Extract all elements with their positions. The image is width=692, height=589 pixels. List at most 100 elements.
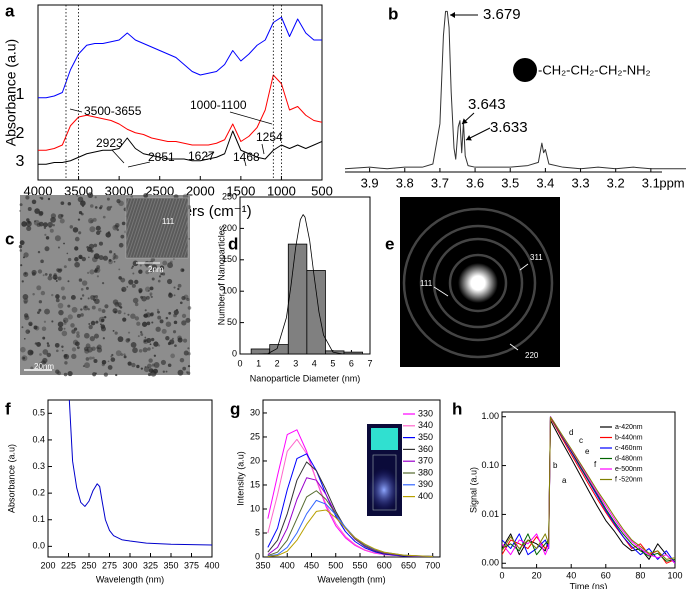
lattice-fringe bbox=[126, 198, 133, 218]
particle bbox=[94, 298, 100, 305]
particle bbox=[50, 213, 57, 219]
y-tick-label: 25 bbox=[250, 431, 260, 441]
particle bbox=[173, 294, 176, 297]
particle bbox=[38, 211, 43, 217]
particle bbox=[156, 308, 159, 311]
particle bbox=[140, 295, 144, 299]
annotation: 1254 bbox=[256, 130, 283, 144]
particle bbox=[118, 200, 124, 207]
series-line bbox=[267, 438, 433, 557]
particle bbox=[117, 302, 122, 307]
particle bbox=[70, 294, 76, 300]
particle bbox=[177, 337, 183, 343]
curve-number: 2 bbox=[16, 125, 25, 142]
particle bbox=[76, 346, 80, 350]
x-axis-label: Time (ns) bbox=[570, 581, 608, 589]
lattice-fringe bbox=[126, 198, 136, 227]
legend-label: d-480nm bbox=[615, 455, 643, 462]
particle bbox=[165, 316, 169, 320]
particle bbox=[93, 333, 99, 339]
x-tick-label: 20 bbox=[532, 570, 542, 580]
particle bbox=[132, 260, 139, 267]
particle bbox=[26, 225, 32, 232]
particle bbox=[185, 371, 189, 374]
particle bbox=[127, 313, 130, 316]
particle bbox=[115, 373, 118, 377]
particle bbox=[179, 357, 185, 363]
lattice-fringe bbox=[165, 198, 187, 258]
y-tick-label: 0.5 bbox=[32, 408, 45, 418]
particle bbox=[162, 370, 165, 373]
particle bbox=[84, 305, 87, 309]
particle bbox=[108, 258, 112, 262]
particle bbox=[130, 267, 133, 270]
particle bbox=[173, 320, 178, 325]
x-tick-label: 4 bbox=[312, 358, 317, 368]
particle bbox=[114, 331, 118, 335]
particle bbox=[71, 306, 78, 313]
particle bbox=[42, 349, 49, 355]
particle bbox=[90, 320, 96, 326]
particle bbox=[93, 243, 98, 248]
particle bbox=[116, 199, 121, 204]
y-tick-label: 0.00 bbox=[481, 558, 499, 568]
x-tick-label: 500 bbox=[311, 183, 333, 198]
particle bbox=[51, 320, 54, 323]
series-line bbox=[267, 509, 433, 557]
particle bbox=[132, 272, 135, 275]
particle bbox=[120, 234, 125, 239]
pointer bbox=[433, 286, 449, 297]
annotation-arrow bbox=[243, 157, 247, 167]
diffraction-ring bbox=[419, 224, 537, 342]
y-tick-label: 30 bbox=[250, 407, 260, 417]
pointer bbox=[509, 343, 519, 351]
x-tick-label: 0 bbox=[499, 570, 504, 580]
particle bbox=[98, 241, 104, 246]
particle bbox=[81, 280, 88, 286]
particle bbox=[102, 255, 109, 261]
x-tick-label: 200 bbox=[40, 560, 55, 570]
particle bbox=[187, 365, 191, 368]
particle bbox=[83, 346, 89, 352]
y-tick-label: 0.10 bbox=[481, 460, 499, 470]
x-tick-label: 600 bbox=[377, 560, 392, 570]
particle bbox=[150, 257, 156, 262]
series-line bbox=[502, 416, 675, 564]
particle bbox=[144, 260, 150, 267]
particle bbox=[25, 195, 30, 200]
particle bbox=[112, 308, 118, 314]
annotation: 2923 bbox=[96, 136, 123, 150]
particle bbox=[100, 318, 105, 323]
particle bbox=[132, 297, 139, 304]
particle bbox=[92, 217, 97, 222]
particle bbox=[58, 326, 63, 332]
x-tick-label: 450 bbox=[304, 560, 319, 570]
particle bbox=[138, 269, 143, 274]
particle bbox=[167, 363, 172, 368]
particle bbox=[44, 246, 50, 252]
particle bbox=[151, 264, 158, 271]
particle bbox=[114, 224, 119, 230]
particle bbox=[116, 228, 120, 232]
lattice-fringe bbox=[162, 198, 184, 258]
particle bbox=[82, 365, 85, 368]
particle bbox=[89, 335, 95, 342]
x-tick-label: 350 bbox=[163, 560, 178, 570]
x-tick-label: 60 bbox=[601, 570, 611, 580]
x-tick-label: 2500 bbox=[145, 183, 174, 198]
particle bbox=[161, 272, 166, 276]
x-tick-label: 1 bbox=[256, 358, 261, 368]
particle bbox=[42, 274, 45, 277]
particle bbox=[85, 357, 90, 361]
particle bbox=[90, 295, 95, 300]
particle bbox=[95, 230, 101, 236]
particle bbox=[182, 366, 187, 371]
y-axis-label: Intensity (a.u) bbox=[235, 451, 245, 506]
particle bbox=[125, 338, 130, 343]
particle bbox=[181, 295, 186, 301]
particle bbox=[57, 302, 64, 309]
particle bbox=[187, 371, 191, 375]
particle bbox=[113, 260, 116, 263]
x-tick-label: 7 bbox=[367, 358, 372, 368]
series-line bbox=[502, 416, 675, 560]
